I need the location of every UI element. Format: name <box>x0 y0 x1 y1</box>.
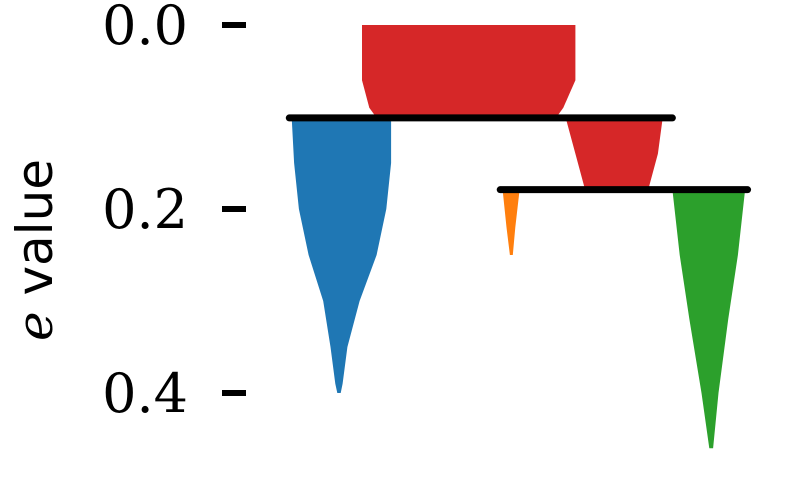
y-axis-label-text: value <box>6 159 64 311</box>
branch-red-right <box>565 117 663 190</box>
branch-blue-branch <box>291 117 392 394</box>
branch-green-branch <box>672 189 746 449</box>
y-axis-label: e value <box>6 159 64 341</box>
y-axis: 0.0 0.2 0.4 <box>102 0 246 425</box>
y-tick-label: 0.2 <box>102 178 188 241</box>
split-lines-layer <box>285 114 752 194</box>
branch-red-root <box>362 25 576 118</box>
y-tick-label: 0.4 <box>102 362 188 425</box>
branches-layer <box>291 25 746 449</box>
y-tick-label: 0.0 <box>102 0 188 57</box>
branch-orange-branch <box>502 189 520 255</box>
y-axis-label-variable: e <box>6 311 64 341</box>
